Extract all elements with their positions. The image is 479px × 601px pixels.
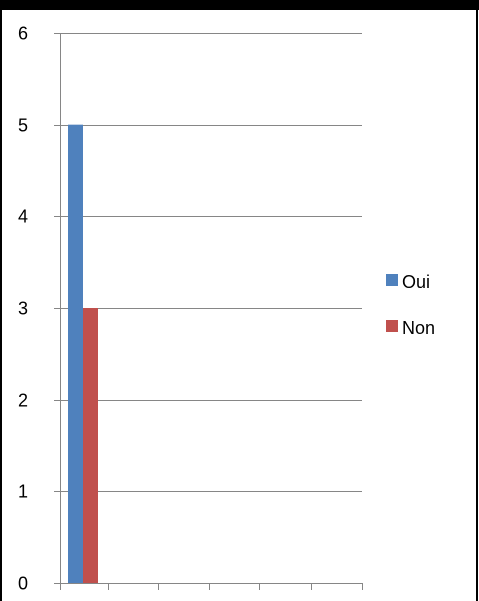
bars <box>68 124 98 584</box>
top-border <box>0 0 479 10</box>
left-border <box>0 10 2 601</box>
legend-label-oui: Oui <box>402 272 430 292</box>
bar-non <box>83 308 98 583</box>
y-tick-label: 5 <box>18 116 28 136</box>
legend-swatch-non <box>386 320 398 332</box>
y-tick-label: 6 <box>18 24 28 44</box>
right-border <box>476 10 478 601</box>
legend-label-non: Non <box>402 318 435 338</box>
y-tick-label: 0 <box>18 574 28 594</box>
y-tick-label: 3 <box>18 299 28 319</box>
y-tick-labels: 0 1 2 3 4 5 6 <box>18 24 28 594</box>
axes <box>54 33 363 590</box>
y-tick-label: 2 <box>18 391 28 411</box>
y-tick-label: 4 <box>18 207 28 227</box>
y-tick-label: 1 <box>18 482 28 502</box>
legend: Oui Non <box>386 272 435 338</box>
bar-oui <box>68 124 83 584</box>
legend-swatch-oui <box>386 274 398 286</box>
gridlines <box>60 33 362 492</box>
